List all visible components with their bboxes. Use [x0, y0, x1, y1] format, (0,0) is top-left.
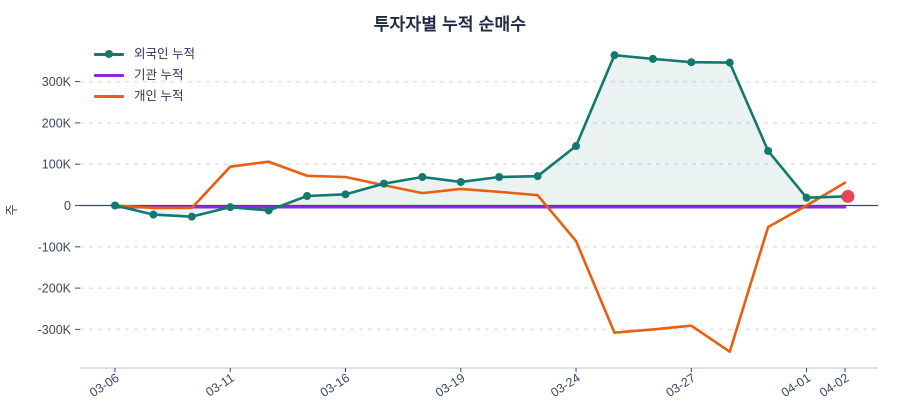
foreign-area-fill [115, 55, 845, 217]
y-axis-title: 주 [5, 204, 19, 216]
x-tick-label: 03-27 [663, 371, 697, 400]
x-tick-label: 03-24 [548, 371, 582, 400]
last-point-highlight-dot [841, 189, 855, 203]
data-point-marker [418, 173, 427, 182]
individual-line-swatch-icon [94, 94, 124, 98]
data-point-marker [648, 54, 657, 63]
legend-item-foreign: 외국인 누적 [94, 47, 195, 61]
legend-label-institution: 기관 누적 [134, 68, 184, 82]
data-point-marker [802, 193, 811, 202]
data-point-marker [379, 179, 388, 188]
data-point-marker [226, 203, 235, 212]
x-tick-label: 04-01 [779, 371, 813, 400]
institution-line-swatch-icon [94, 73, 124, 77]
foreign-line-swatch-icon [94, 50, 124, 58]
y-tick-label: -200K [38, 282, 72, 296]
y-tick-label: 300K [42, 75, 72, 89]
data-point-marker [264, 206, 273, 215]
legend-item-individual: 개인 누적 [94, 89, 195, 103]
data-point-marker [187, 212, 196, 221]
y-tick-label: 200K [42, 116, 72, 130]
line-marker-icon [105, 50, 113, 58]
individual-series-line [113, 160, 847, 354]
data-point-marker [495, 173, 504, 182]
data-point-marker [341, 190, 350, 199]
legend-label-individual: 개인 누적 [134, 89, 184, 103]
data-point-marker [572, 142, 581, 151]
data-point-marker [610, 51, 619, 60]
chart-title: 투자자별 누적 순매수 [373, 15, 527, 34]
y-tick-label: -300K [38, 323, 72, 337]
x-tick-label: 03-06 [87, 371, 121, 400]
x-tick-label: 03-16 [318, 371, 352, 400]
x-tick-label: 03-19 [433, 371, 467, 400]
data-point-marker [456, 177, 465, 186]
data-point-marker [111, 201, 119, 210]
y-tick-label: 100K [42, 158, 72, 172]
y-tick-label: -100K [38, 240, 72, 254]
x-tick-label: 04-02 [817, 371, 851, 400]
data-point-marker [725, 58, 734, 67]
y-tick-label: 0 [64, 199, 71, 213]
legend-label-foreign: 외국인 누적 [134, 47, 195, 61]
x-tick-label: 03-11 [203, 371, 237, 400]
legend-item-institution: 기관 누적 [94, 68, 195, 82]
data-point-marker [764, 146, 773, 155]
data-point-marker [687, 58, 696, 67]
legend: 외국인 누적 기관 누적 개인 누적 [94, 47, 195, 103]
data-point-marker [149, 210, 158, 219]
foreign-series-line [113, 53, 847, 218]
data-point-marker [303, 192, 312, 201]
data-point-marker [533, 172, 542, 181]
